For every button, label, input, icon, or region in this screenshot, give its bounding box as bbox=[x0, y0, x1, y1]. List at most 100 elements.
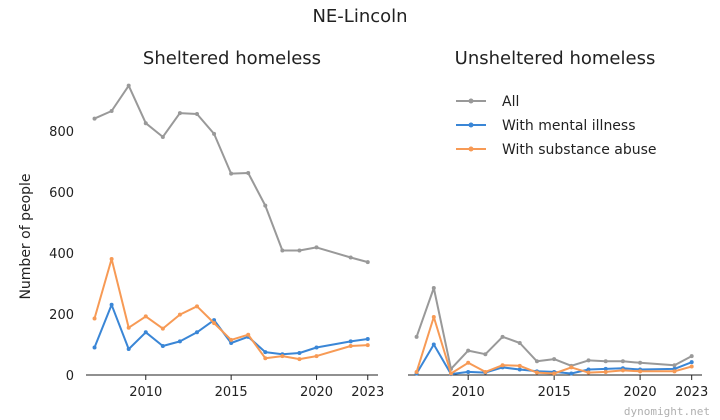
data-point bbox=[109, 302, 114, 307]
legend-swatch-marker bbox=[468, 98, 474, 104]
data-point bbox=[689, 354, 694, 359]
data-point bbox=[212, 131, 217, 136]
data-point bbox=[348, 339, 353, 344]
data-point bbox=[126, 83, 131, 88]
data-point bbox=[448, 371, 453, 376]
series-line bbox=[415, 316, 692, 375]
data-point bbox=[297, 357, 302, 362]
data-point bbox=[246, 170, 251, 175]
y-tick-label: 600 bbox=[49, 186, 74, 201]
data-point bbox=[689, 360, 694, 365]
data-point bbox=[246, 332, 251, 337]
data-point bbox=[431, 286, 436, 291]
data-point bbox=[212, 321, 217, 326]
series-line bbox=[415, 343, 693, 376]
legend-label: With mental illness bbox=[502, 118, 636, 134]
data-point bbox=[414, 369, 419, 374]
x-tick-label: 2020 bbox=[300, 385, 333, 400]
data-point bbox=[126, 325, 131, 330]
y-tick-label: 200 bbox=[49, 308, 74, 323]
data-point bbox=[109, 108, 114, 113]
data-point bbox=[143, 121, 148, 126]
data-point bbox=[297, 351, 302, 356]
data-point bbox=[297, 248, 302, 253]
data-point bbox=[500, 363, 505, 368]
x-tick-label: 2010 bbox=[452, 385, 485, 400]
data-point bbox=[314, 345, 319, 350]
series-with-mental-illness bbox=[92, 302, 370, 357]
data-point bbox=[620, 368, 625, 373]
data-point bbox=[229, 340, 234, 345]
data-point bbox=[109, 257, 114, 262]
x-tick-label: 2015 bbox=[215, 385, 248, 400]
data-point bbox=[263, 350, 268, 355]
data-point bbox=[348, 344, 353, 349]
data-point bbox=[143, 330, 148, 335]
legend-item-with-mental-illness: With mental illness bbox=[456, 118, 636, 134]
data-point bbox=[314, 354, 319, 359]
data-point bbox=[569, 371, 574, 376]
data-point bbox=[638, 369, 643, 374]
data-point bbox=[466, 369, 471, 374]
data-point bbox=[689, 364, 694, 369]
y-tick-label: 800 bbox=[49, 125, 74, 140]
legend-item-all: All bbox=[456, 94, 519, 110]
data-point bbox=[143, 314, 148, 319]
panel-title: Unsheltered homeless bbox=[455, 48, 656, 69]
data-point bbox=[466, 360, 471, 365]
x-tick-label: 2020 bbox=[624, 385, 657, 400]
data-point bbox=[603, 369, 608, 374]
data-point bbox=[638, 360, 643, 365]
series-all bbox=[92, 83, 370, 265]
data-point bbox=[92, 316, 97, 321]
data-point bbox=[177, 339, 182, 344]
x-tick-label: 2010 bbox=[129, 385, 162, 400]
figure-title: NE-Lincoln bbox=[312, 6, 408, 27]
data-point bbox=[569, 365, 574, 370]
data-point bbox=[431, 342, 436, 347]
data-point bbox=[517, 367, 522, 372]
data-point bbox=[160, 134, 165, 139]
x-tick-label: 2023 bbox=[675, 385, 708, 400]
data-point bbox=[365, 343, 370, 348]
data-point bbox=[586, 358, 591, 363]
data-point bbox=[483, 369, 488, 374]
data-point bbox=[194, 304, 199, 309]
y-tick-label: 0 bbox=[66, 369, 74, 384]
data-point bbox=[552, 357, 557, 362]
y-tick-label: 400 bbox=[49, 247, 74, 262]
data-point bbox=[431, 315, 436, 320]
sheltered-panel: Sheltered homeless 2010 2015 2020 2023 0 200 40… bbox=[18, 48, 384, 400]
series-line bbox=[94, 84, 369, 264]
data-point bbox=[92, 345, 97, 350]
data-point bbox=[92, 116, 97, 121]
data-point bbox=[177, 111, 182, 116]
data-point bbox=[586, 370, 591, 375]
data-point bbox=[177, 312, 182, 317]
data-point bbox=[365, 336, 370, 341]
data-point bbox=[466, 348, 471, 353]
x-tick-label: 2023 bbox=[351, 385, 384, 400]
data-point bbox=[229, 171, 234, 176]
data-point bbox=[126, 347, 131, 352]
data-point bbox=[500, 334, 505, 339]
data-point bbox=[517, 363, 522, 368]
panel-title: Sheltered homeless bbox=[143, 48, 321, 69]
data-point bbox=[552, 371, 557, 376]
series-with-substance-abuse bbox=[92, 257, 370, 362]
series-all bbox=[414, 286, 694, 371]
data-point bbox=[160, 326, 165, 331]
data-point bbox=[586, 367, 591, 372]
data-point bbox=[348, 255, 353, 260]
unsheltered-panel: Unsheltered homeless 2010 2015 2020 2023 All W… bbox=[408, 48, 708, 400]
data-point bbox=[603, 359, 608, 364]
data-point bbox=[603, 366, 608, 371]
data-point bbox=[280, 354, 285, 359]
data-point bbox=[280, 248, 285, 253]
data-point bbox=[483, 352, 488, 357]
legend-item-with-substance-abuse: With substance abuse bbox=[456, 142, 657, 158]
data-point bbox=[672, 369, 677, 374]
data-point bbox=[517, 340, 522, 345]
y-axis-label: Number of people bbox=[18, 173, 34, 299]
